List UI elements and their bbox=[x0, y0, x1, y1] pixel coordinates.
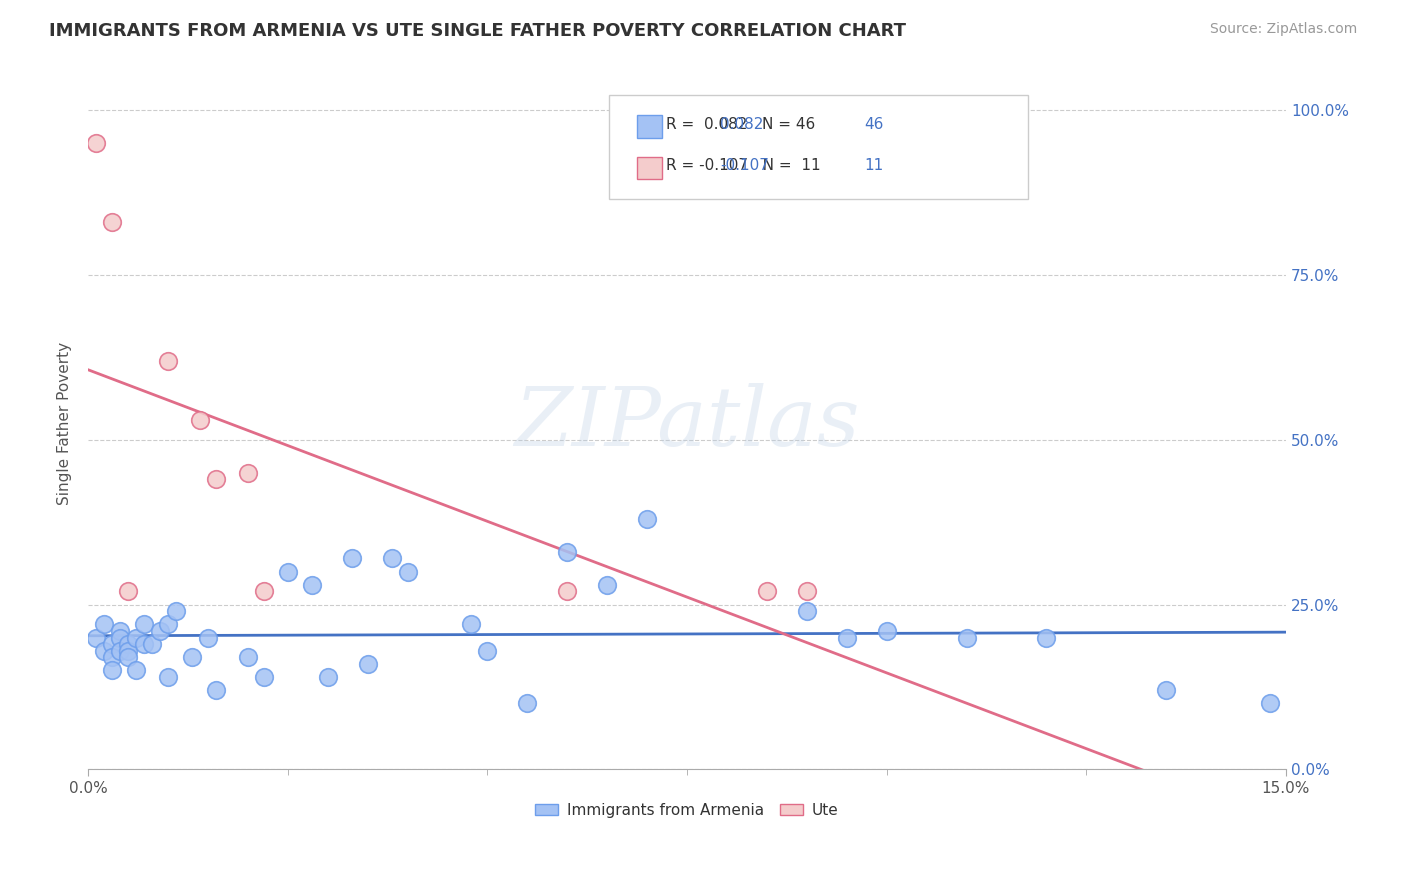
FancyBboxPatch shape bbox=[609, 95, 1028, 199]
Point bbox=[477, 643, 499, 657]
Text: 0.082: 0.082 bbox=[720, 117, 763, 132]
Point bbox=[356, 657, 378, 671]
Point bbox=[101, 664, 124, 678]
Point bbox=[277, 565, 299, 579]
Text: -0.107: -0.107 bbox=[720, 159, 769, 174]
Point bbox=[101, 650, 124, 665]
Point bbox=[84, 136, 107, 151]
Point bbox=[596, 578, 619, 592]
Point bbox=[636, 512, 658, 526]
Point bbox=[205, 683, 228, 698]
Y-axis label: Single Father Poverty: Single Father Poverty bbox=[58, 342, 72, 505]
Point bbox=[101, 215, 124, 229]
Point bbox=[1035, 631, 1057, 645]
Point bbox=[188, 413, 211, 427]
Point bbox=[796, 584, 818, 599]
Point bbox=[117, 637, 139, 651]
Point bbox=[117, 643, 139, 657]
Point bbox=[236, 466, 259, 480]
Point bbox=[340, 551, 363, 566]
Text: 46: 46 bbox=[863, 117, 883, 132]
Point bbox=[396, 565, 419, 579]
Point bbox=[132, 637, 155, 651]
Point bbox=[301, 578, 323, 592]
Point bbox=[93, 617, 115, 632]
Point bbox=[108, 643, 131, 657]
Point bbox=[236, 650, 259, 665]
FancyBboxPatch shape bbox=[637, 157, 662, 179]
Point bbox=[125, 631, 148, 645]
Point bbox=[132, 617, 155, 632]
Point bbox=[555, 584, 578, 599]
Text: 11: 11 bbox=[863, 159, 883, 174]
Point bbox=[205, 472, 228, 486]
Point bbox=[876, 624, 898, 638]
Point bbox=[555, 545, 578, 559]
Point bbox=[108, 631, 131, 645]
Point bbox=[316, 670, 339, 684]
Point bbox=[253, 670, 276, 684]
FancyBboxPatch shape bbox=[637, 115, 662, 137]
Point bbox=[381, 551, 404, 566]
Point bbox=[156, 617, 179, 632]
Text: IMMIGRANTS FROM ARMENIA VS UTE SINGLE FATHER POVERTY CORRELATION CHART: IMMIGRANTS FROM ARMENIA VS UTE SINGLE FA… bbox=[49, 22, 907, 40]
Point bbox=[117, 650, 139, 665]
Point bbox=[165, 604, 187, 618]
Point bbox=[755, 584, 778, 599]
Text: R =  0.082   N = 46: R = 0.082 N = 46 bbox=[666, 117, 815, 132]
Legend: Immigrants from Armenia, Ute: Immigrants from Armenia, Ute bbox=[529, 797, 845, 824]
Point bbox=[460, 617, 482, 632]
Point bbox=[955, 631, 977, 645]
Point bbox=[108, 624, 131, 638]
Point bbox=[101, 637, 124, 651]
Point bbox=[197, 631, 219, 645]
Point bbox=[253, 584, 276, 599]
Point bbox=[156, 353, 179, 368]
Point bbox=[125, 664, 148, 678]
Point bbox=[835, 631, 858, 645]
Point bbox=[796, 604, 818, 618]
Text: ZIPatlas: ZIPatlas bbox=[515, 384, 860, 463]
Point bbox=[149, 624, 172, 638]
Text: Source: ZipAtlas.com: Source: ZipAtlas.com bbox=[1209, 22, 1357, 37]
Point bbox=[84, 631, 107, 645]
Point bbox=[516, 697, 538, 711]
Point bbox=[117, 584, 139, 599]
Point bbox=[141, 637, 163, 651]
Point bbox=[1258, 697, 1281, 711]
Point bbox=[156, 670, 179, 684]
Point bbox=[93, 643, 115, 657]
Text: R = -0.107   N =  11: R = -0.107 N = 11 bbox=[666, 159, 821, 174]
Point bbox=[181, 650, 204, 665]
Point bbox=[1154, 683, 1177, 698]
